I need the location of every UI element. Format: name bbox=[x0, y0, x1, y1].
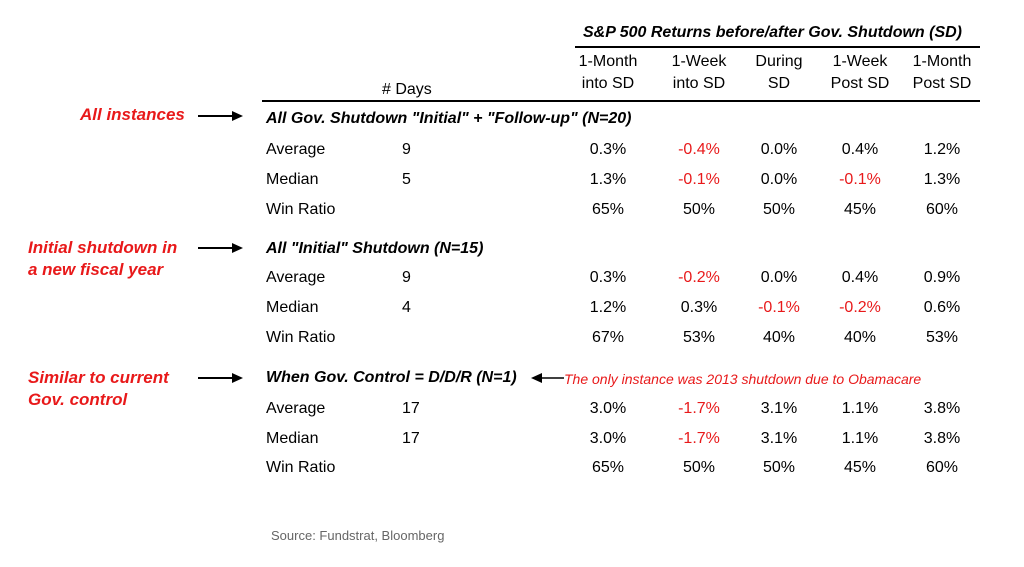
column-header: 1-Week into SD bbox=[659, 51, 739, 95]
value-cell: -0.2% bbox=[839, 299, 881, 316]
column-header-line: Post SD bbox=[830, 75, 890, 92]
days-header: # Days bbox=[382, 81, 432, 98]
value-cell: 50% bbox=[682, 201, 716, 218]
value-cell: 3.0% bbox=[589, 400, 627, 417]
column-header: 1-Month into SD bbox=[568, 51, 648, 95]
row-label: Median bbox=[266, 430, 319, 447]
section-heading: All "Initial" Shutdown (N=15) bbox=[266, 240, 484, 257]
column-header: During SD bbox=[739, 51, 819, 95]
days-value: 17 bbox=[402, 400, 420, 417]
value-cell: 60% bbox=[925, 459, 959, 476]
value-cell: 50% bbox=[682, 459, 716, 476]
row-label: Win Ratio bbox=[266, 201, 336, 218]
value-cell: 3.0% bbox=[589, 430, 627, 447]
value-cell: 40% bbox=[762, 329, 796, 346]
days-value: 9 bbox=[402, 269, 411, 286]
arrow-left-icon bbox=[531, 373, 564, 383]
days-value: 17 bbox=[402, 430, 420, 447]
value-cell: 65% bbox=[591, 459, 625, 476]
side-label: Similar to current Gov. control bbox=[28, 367, 169, 411]
side-label: All instances bbox=[80, 104, 185, 126]
side-label: Initial shutdown in a new fiscal year bbox=[28, 237, 177, 281]
side-label-line: All instances bbox=[80, 105, 185, 124]
column-header-line: 1-Month bbox=[912, 53, 972, 70]
row-label: Average bbox=[266, 141, 326, 158]
side-label-line: a new fiscal year bbox=[28, 260, 164, 279]
value-cell: 1.2% bbox=[589, 299, 627, 316]
value-cell: 65% bbox=[591, 201, 625, 218]
arrow-right-icon bbox=[198, 243, 243, 253]
column-header-line: SD bbox=[767, 75, 791, 92]
value-cell: 0.4% bbox=[841, 269, 879, 286]
value-cell: 0.3% bbox=[680, 299, 718, 316]
arrow-right-icon bbox=[198, 373, 243, 383]
value-cell: 1.3% bbox=[923, 171, 961, 188]
header-underline bbox=[262, 100, 980, 102]
value-cell: -0.4% bbox=[678, 141, 720, 158]
table-title: S&P 500 Returns before/after Gov. Shutdo… bbox=[582, 24, 963, 41]
value-cell: 0.3% bbox=[589, 141, 627, 158]
side-label-line: Gov. control bbox=[28, 390, 128, 409]
row-label: Median bbox=[266, 171, 319, 188]
value-cell: 0.0% bbox=[760, 171, 798, 188]
value-cell: 40% bbox=[843, 329, 877, 346]
column-header: 1-Month Post SD bbox=[902, 51, 982, 95]
column-header-line: 1-Month bbox=[578, 53, 638, 70]
value-cell: 3.8% bbox=[923, 430, 961, 447]
value-cell: 60% bbox=[925, 201, 959, 218]
row-label: Win Ratio bbox=[266, 459, 336, 476]
value-cell: 3.1% bbox=[760, 430, 798, 447]
value-cell: 1.3% bbox=[589, 171, 627, 188]
side-label-line: Similar to current bbox=[28, 368, 169, 387]
value-cell: -1.7% bbox=[678, 400, 720, 417]
source-note: Source: Fundstrat, Bloomberg bbox=[271, 528, 445, 543]
value-cell: -0.2% bbox=[678, 269, 720, 286]
value-cell: 1.1% bbox=[841, 430, 879, 447]
value-cell: 3.8% bbox=[923, 400, 961, 417]
side-label-line: Initial shutdown in bbox=[28, 238, 178, 257]
column-header-line: During bbox=[755, 53, 803, 70]
column-header-line: Post SD bbox=[912, 75, 972, 92]
row-label: Average bbox=[266, 269, 326, 286]
row-label: Median bbox=[266, 299, 319, 316]
value-cell: 0.3% bbox=[589, 269, 627, 286]
column-header-line: into SD bbox=[672, 75, 726, 92]
value-cell: 45% bbox=[843, 201, 877, 218]
arrow-right-icon bbox=[198, 111, 243, 121]
value-cell: 53% bbox=[682, 329, 716, 346]
value-cell: -0.1% bbox=[839, 171, 881, 188]
column-header-line: 1-Week bbox=[671, 53, 727, 70]
value-cell: 0.9% bbox=[923, 269, 961, 286]
value-cell: 0.0% bbox=[760, 269, 798, 286]
row-label: Win Ratio bbox=[266, 329, 336, 346]
column-header-line: 1-Week bbox=[832, 53, 888, 70]
value-cell: 1.2% bbox=[923, 141, 961, 158]
annotation-note: The only instance was 2013 shutdown due … bbox=[564, 371, 922, 387]
value-cell: 1.1% bbox=[841, 400, 879, 417]
value-cell: 50% bbox=[762, 459, 796, 476]
value-cell: 0.6% bbox=[923, 299, 961, 316]
value-cell: -0.1% bbox=[758, 299, 800, 316]
column-header-line: into SD bbox=[581, 75, 635, 92]
section-heading: When Gov. Control = D/D/R (N=1) bbox=[266, 369, 517, 386]
value-cell: 0.0% bbox=[760, 141, 798, 158]
section-heading: All Gov. Shutdown "Initial" + "Follow-up… bbox=[266, 110, 632, 127]
column-header: 1-Week Post SD bbox=[820, 51, 900, 95]
days-value: 4 bbox=[402, 299, 411, 316]
value-cell: 53% bbox=[925, 329, 959, 346]
row-label: Average bbox=[266, 400, 326, 417]
value-cell: 0.4% bbox=[841, 141, 879, 158]
value-cell: 50% bbox=[762, 201, 796, 218]
days-value: 9 bbox=[402, 141, 411, 158]
value-cell: 67% bbox=[591, 329, 625, 346]
value-cell: 45% bbox=[843, 459, 877, 476]
value-cell: 3.1% bbox=[760, 400, 798, 417]
days-value: 5 bbox=[402, 171, 411, 188]
title-underline bbox=[575, 46, 980, 48]
value-cell: -1.7% bbox=[678, 430, 720, 447]
value-cell: -0.1% bbox=[678, 171, 720, 188]
